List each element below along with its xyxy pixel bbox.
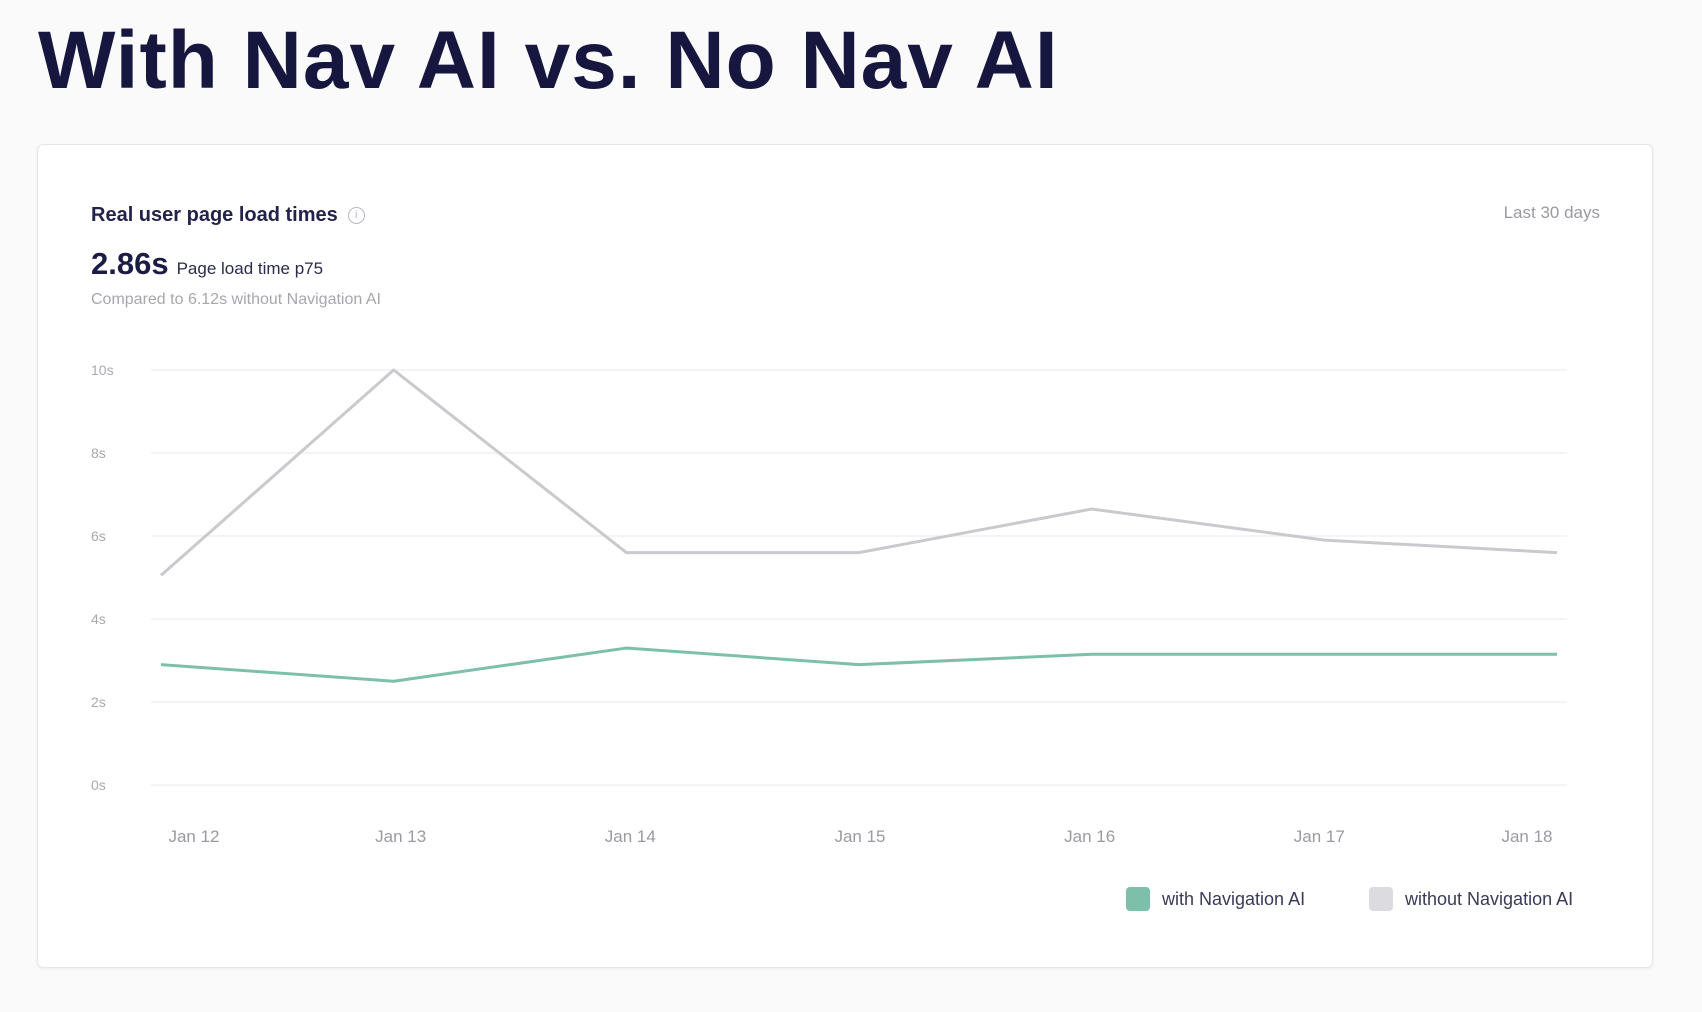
x-tick-label: Jan 17 [1294,827,1345,846]
y-tick-label: 8s [91,445,106,461]
legend-label-without: without Navigation AI [1405,888,1574,909]
metric: 2.86s Page load time p75 [91,246,323,282]
metric-value: 2.86s [91,246,169,281]
date-range[interactable]: Last 30 days [1503,203,1600,222]
x-tick-label: Jan 14 [605,827,656,846]
x-tick-label: Jan 16 [1064,827,1115,846]
chart-card: Real user page load times i 2.86s Page loa… [37,144,1653,968]
legend-swatch-without [1369,887,1393,911]
x-tick-label: Jan 12 [168,827,219,846]
line-chart: 0s 2s 4s 6s 8s 10s Jan 12 Jan 13 Jan 14 Jan 15 Jan… [91,362,1567,846]
x-tick-label: Jan 18 [1501,827,1552,846]
legend-item-with[interactable]: with Navigation AI [1126,887,1305,911]
legend-item-without[interactable]: without Navigation AI [1369,887,1573,911]
info-icon[interactable]: i [347,207,365,225]
y-tick-label: 4s [91,611,106,627]
comparison-text: Compared to 6.12s without Navigation AI [91,291,381,308]
x-tick-label: Jan 13 [375,827,426,846]
chart-title: Real user page load times i [91,204,365,227]
series-line [160,368,1558,577]
legend-swatch-with [1126,887,1150,911]
metric-label: Page load time p75 [176,259,324,278]
legend-label-with: with Navigation AI [1162,888,1306,909]
page-title: With Nav AI vs. No Nav AI [38,15,1059,106]
y-tick-label: 10s [91,362,114,378]
y-tick-label: 2s [91,694,106,710]
chart-title-text: Real user page load times [91,204,338,226]
y-tick-label: 0s [91,777,106,793]
y-tick-label: 6s [91,528,106,544]
x-tick-label: Jan 15 [834,827,885,846]
